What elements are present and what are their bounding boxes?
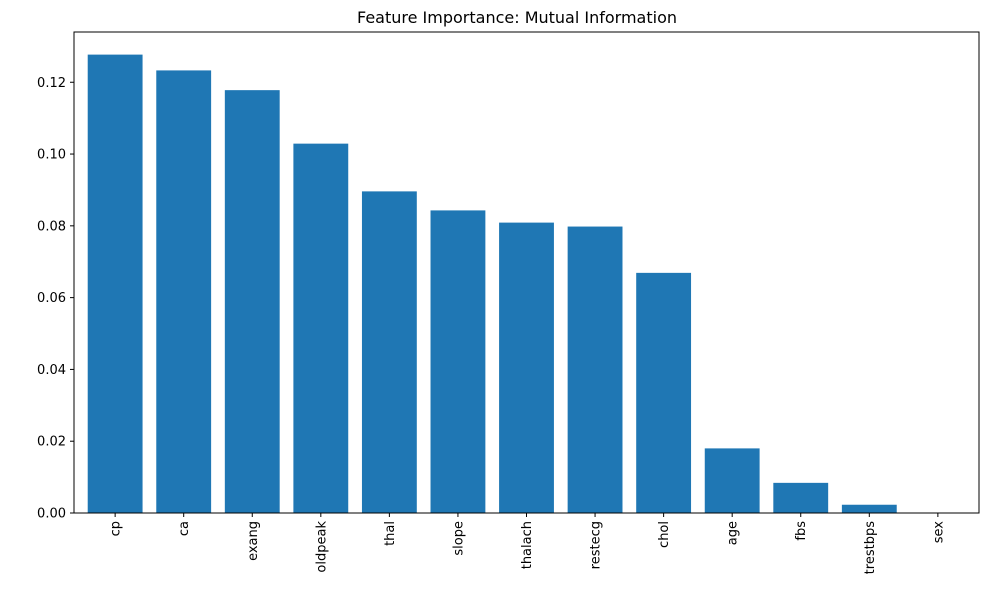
x-tick-label: thalach: [520, 521, 535, 569]
bar-exang: [224, 90, 280, 514]
chart-title: Feature Importance: Mutual Information: [357, 8, 677, 27]
bar-fbs: [773, 482, 829, 513]
x-tick-label: exang: [246, 521, 261, 561]
x-tick-label: trestbps: [863, 521, 878, 575]
bar-thal: [361, 191, 417, 513]
x-tick-label: fbs: [794, 521, 809, 541]
x-tick-label: restecg: [589, 521, 604, 569]
x-tick-label: cp: [109, 521, 124, 536]
x-tick-label: age: [726, 521, 741, 545]
y-tick-label: 0.04: [37, 363, 66, 378]
y-tick-label: 0.06: [37, 291, 66, 306]
x-tick-label: ca: [177, 521, 192, 536]
y-tick-label: 0.00: [37, 507, 66, 522]
bar-thalach: [499, 222, 554, 514]
x-tick-label: oldpeak: [314, 521, 329, 573]
bar-slope: [430, 210, 486, 513]
bar-trestbps: [841, 504, 897, 513]
x-tick-label: slope: [451, 521, 466, 556]
x-tick-label: chol: [657, 521, 672, 548]
bar-cp: [87, 54, 143, 514]
bar-ca: [156, 70, 212, 513]
bar-age: [704, 448, 760, 513]
plot-area: 0.00 0.02 0.04 0.06 0.08 0.10 0.12 cp ca exang old…: [37, 31, 980, 575]
bar-restecg: [567, 226, 623, 514]
y-tick-label: 0.08: [37, 219, 66, 234]
y-tick-label: 0.02: [37, 435, 66, 450]
x-tick-label: thal: [383, 521, 398, 546]
x-tick-label: sex: [931, 521, 946, 544]
bar-chol: [636, 272, 692, 513]
bar-oldpeak: [293, 143, 349, 513]
y-tick-label: 0.10: [37, 148, 66, 163]
y-tick-label: 0.12: [37, 76, 66, 91]
